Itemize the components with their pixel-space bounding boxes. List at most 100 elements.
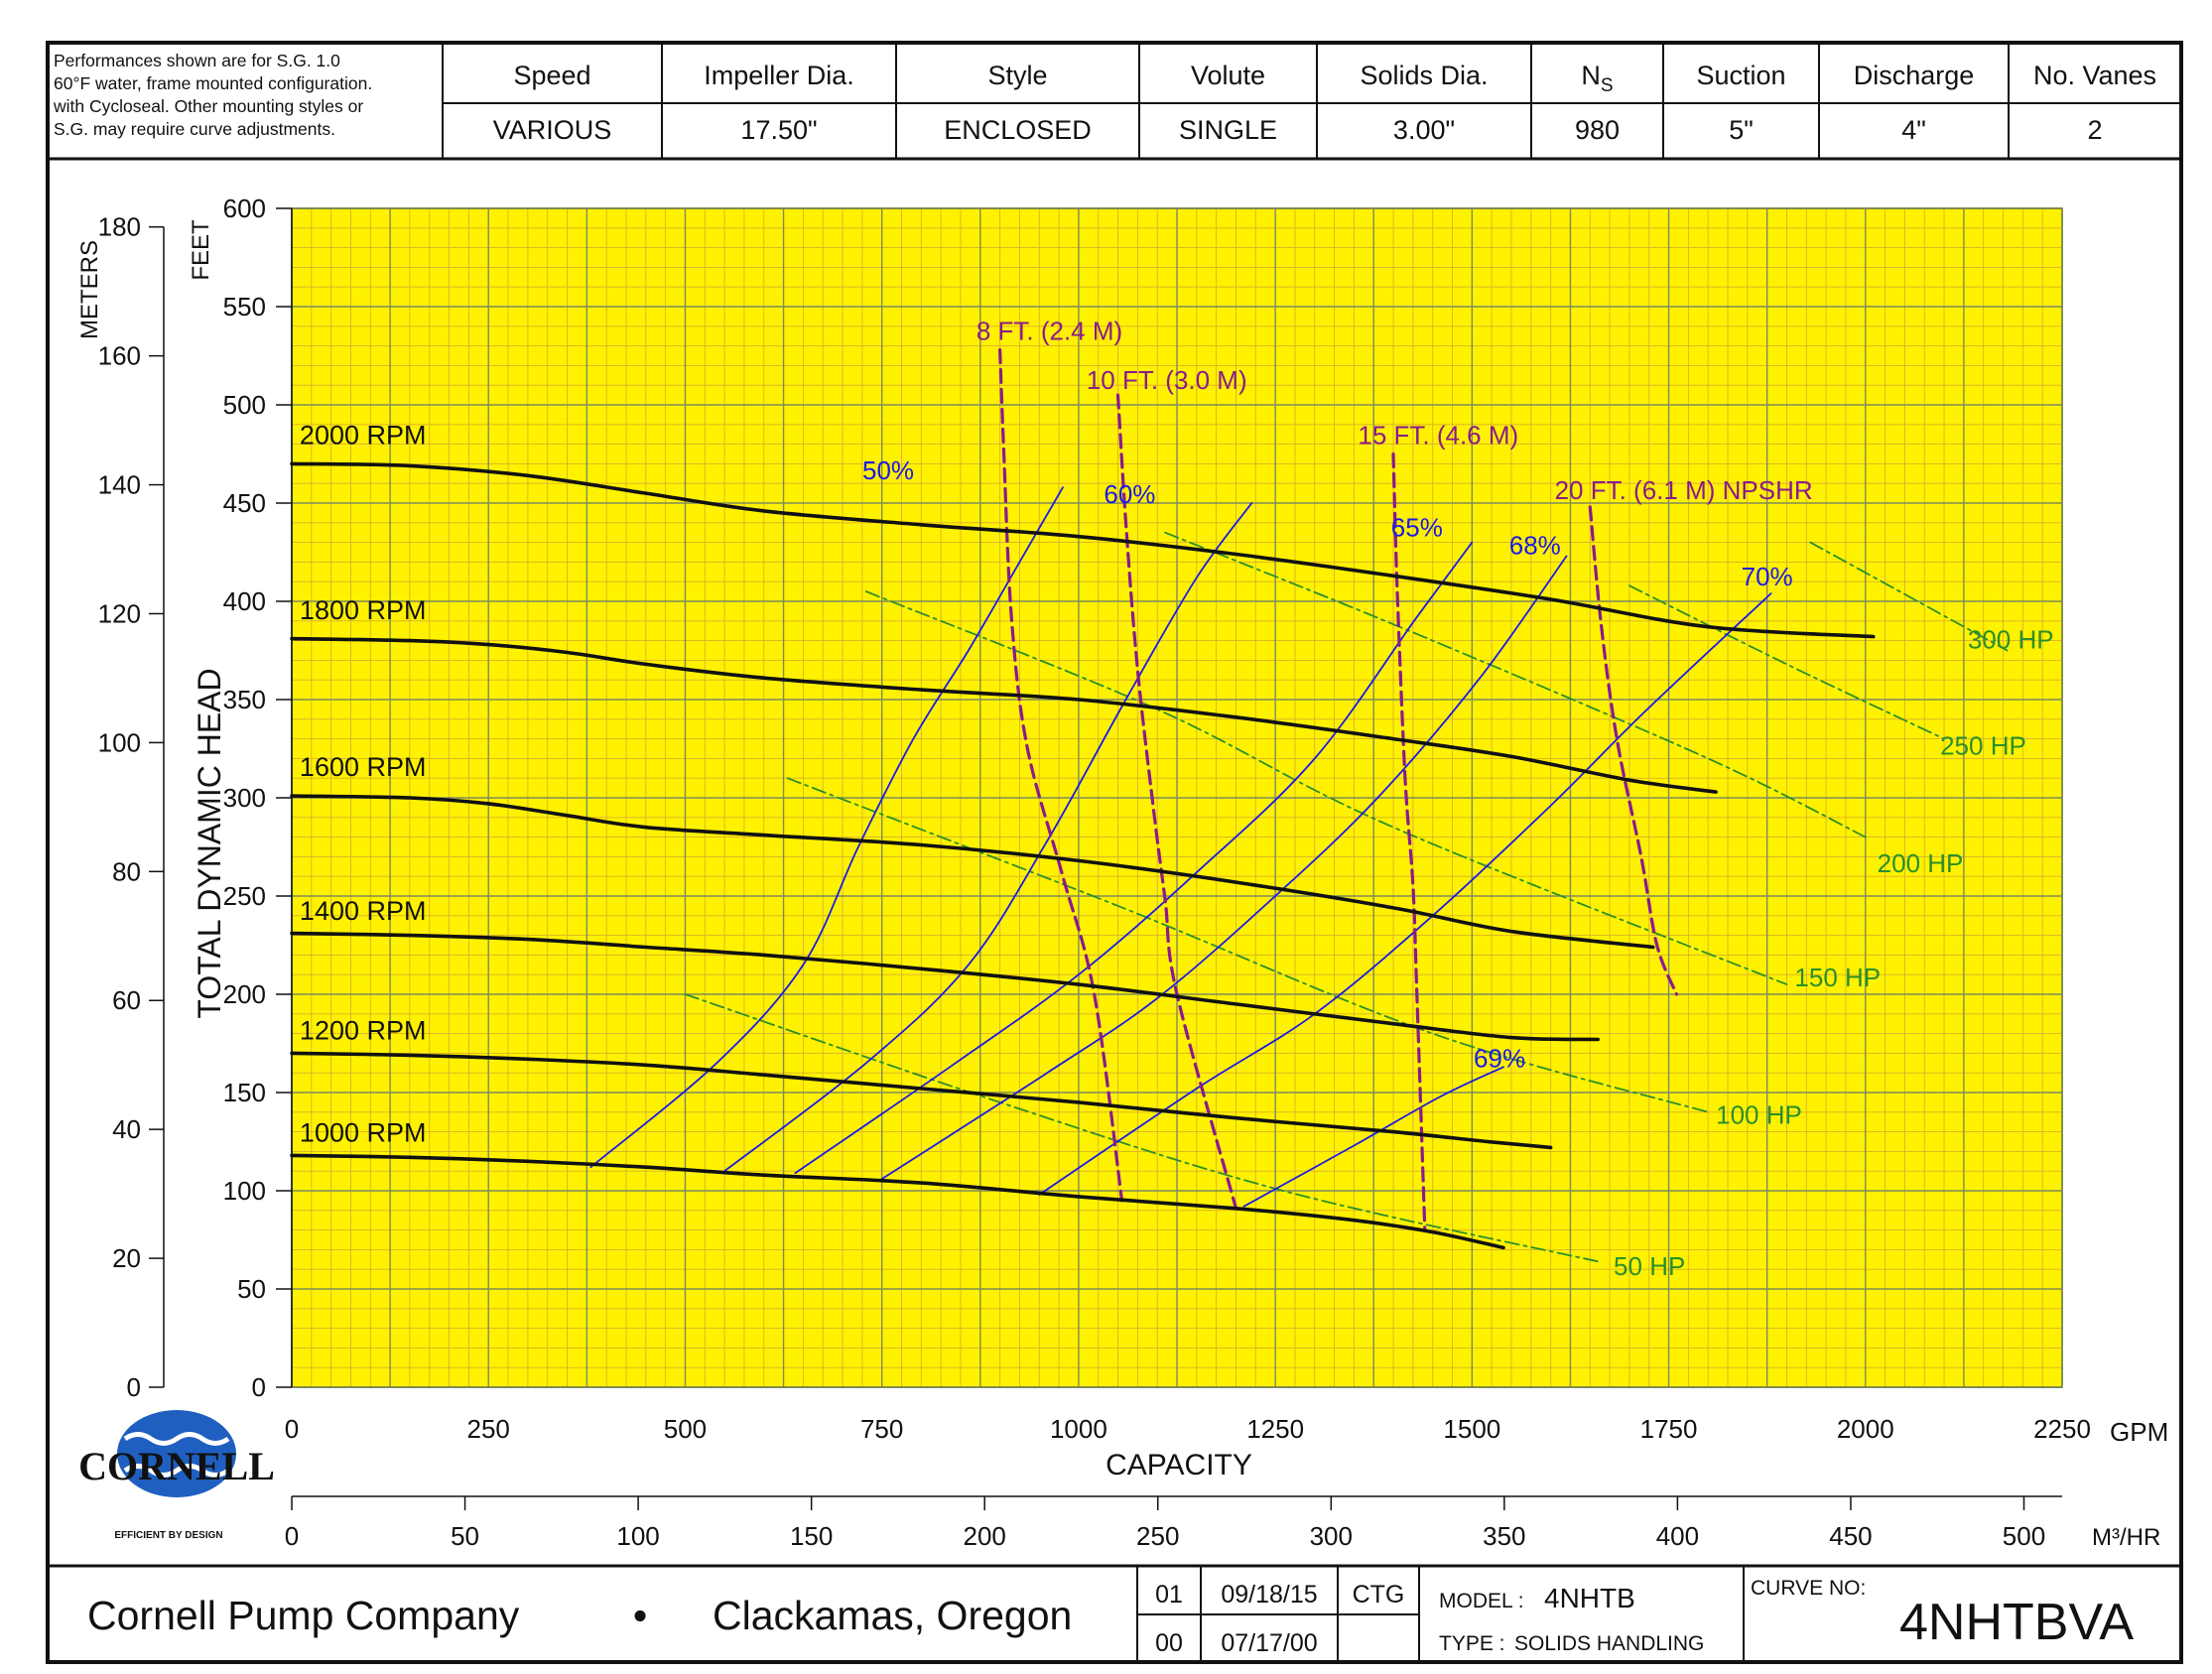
header-label: Impeller Dia. bbox=[704, 61, 854, 90]
x-m3hr-tick-label: 300 bbox=[1310, 1521, 1353, 1551]
sheet-border bbox=[46, 41, 2183, 1664]
power-curve bbox=[1164, 531, 1867, 838]
efficiency-curve bbox=[1242, 1066, 1504, 1208]
company-location: Clackamas, Oregon bbox=[713, 1593, 1072, 1638]
x-gpm-tick-label: 1250 bbox=[1246, 1414, 1304, 1444]
y-meters-tick-label: 100 bbox=[98, 727, 141, 757]
y-feet-tick-label: 500 bbox=[223, 390, 266, 420]
npshr-curve-label: 20 FT. (6.1 M) NPSHR bbox=[1555, 475, 1813, 505]
header-value: ENCLOSED bbox=[944, 115, 1092, 145]
power-curve bbox=[1628, 584, 1945, 740]
efficiency-curve-label: 65% bbox=[1391, 513, 1443, 543]
npshr-curve-label: 8 FT. (2.4 M) bbox=[976, 317, 1122, 346]
performance-note: Performances shown are for S.G. 1.0 60°F… bbox=[54, 50, 441, 141]
header-label: Suction bbox=[1696, 61, 1785, 90]
header-label: Solids Dia. bbox=[1360, 61, 1488, 90]
speed-curve-label: 1800 RPM bbox=[300, 595, 427, 625]
company-name: Cornell Pump Company bbox=[87, 1593, 520, 1638]
header-value: 2 bbox=[2087, 115, 2102, 145]
curve-number: 4NHTBVA bbox=[1899, 1594, 2134, 1651]
x-gpm-tick-label: 2000 bbox=[1837, 1414, 1894, 1444]
y-feet-tick-label: 100 bbox=[223, 1176, 266, 1206]
speed-curve-label: 2000 RPM bbox=[300, 421, 427, 451]
y-axis-meters: 0 20 40 60 80 100 120 140 160 180 bbox=[98, 212, 165, 1402]
power-curve-label: 100 HP bbox=[1716, 1100, 1802, 1130]
y-feet-tick-label: 150 bbox=[223, 1078, 266, 1107]
header-value: 4" bbox=[1901, 115, 1926, 145]
header-label: Volute bbox=[1191, 61, 1265, 90]
y-feet-tick-label: 50 bbox=[237, 1274, 266, 1304]
x-m3hr-tick-label: 450 bbox=[1829, 1521, 1872, 1551]
y-feet-tick-label: 600 bbox=[223, 193, 266, 223]
efficiency-curve bbox=[880, 555, 1568, 1180]
power-curve-label: 300 HP bbox=[1968, 625, 2054, 655]
efficiency-curve-label: 50% bbox=[862, 455, 914, 485]
speed-curves bbox=[290, 461, 1876, 1250]
header-value: 3.00" bbox=[1393, 115, 1455, 145]
y-feet-tick-label: 0 bbox=[252, 1372, 266, 1402]
speed-curve bbox=[290, 461, 1876, 639]
power-curve-label: 150 HP bbox=[1794, 963, 1881, 992]
power-curve bbox=[684, 993, 1600, 1263]
speed-curve bbox=[290, 794, 1655, 950]
efficiency-curve-label: 60% bbox=[1104, 479, 1155, 509]
y-meters-tick-label: 120 bbox=[98, 598, 141, 628]
y-feet-tick-label: 250 bbox=[223, 881, 266, 911]
x-gpm-tick-label: 250 bbox=[467, 1414, 510, 1444]
speed-curve bbox=[290, 636, 1718, 794]
x-gpm-tick-label: 1000 bbox=[1050, 1414, 1107, 1444]
header-cells: Speed VARIOUS Impeller Dia. 17.50" Style ENCL… bbox=[493, 61, 2156, 145]
efficiency-curve bbox=[589, 486, 1064, 1169]
npshr-curve bbox=[1391, 451, 1427, 1232]
power-curve bbox=[1809, 541, 2009, 652]
y-meters-tick-label: 60 bbox=[112, 985, 141, 1015]
cornell-logo: CORNELL EFFICIENT BY DESIGN bbox=[78, 1410, 275, 1541]
speed-curve bbox=[290, 931, 1600, 1042]
power-curve-label: 250 HP bbox=[1940, 730, 2026, 760]
npshr-curve bbox=[998, 348, 1124, 1203]
y-meters-tick-label: 40 bbox=[112, 1114, 141, 1144]
x-m3hr-tick-label: 200 bbox=[964, 1521, 1006, 1551]
plot-area: 2000 RPM 1800 RPM 1600 RPM 1400 RPM 1200 RPM… bbox=[290, 207, 2063, 1388]
performance-note-line: Performances shown are for S.G. 1.0 bbox=[54, 51, 340, 70]
y-feet-tick-label: 400 bbox=[223, 586, 266, 616]
model-value: 4NHTB bbox=[1544, 1583, 1635, 1613]
header-label-subscript: S bbox=[1601, 75, 1614, 96]
speed-curve-label: 1400 RPM bbox=[300, 896, 427, 926]
x-axis-title: CAPACITY bbox=[1106, 1449, 1252, 1481]
header-value: VARIOUS bbox=[493, 115, 612, 145]
power-curve bbox=[864, 590, 1788, 985]
npshr-curve-label: 15 FT. (4.6 M) bbox=[1358, 421, 1518, 451]
logo-wave-line bbox=[123, 1432, 230, 1446]
x-m3hr-tick-label: 50 bbox=[451, 1521, 479, 1551]
header-label: Discharge bbox=[1854, 61, 1975, 90]
x-gpm-tick-label: 500 bbox=[664, 1414, 707, 1444]
performance-note-line: 60°F water, frame mounted configuration. bbox=[54, 73, 373, 93]
x-m3hr-tick-label: 150 bbox=[790, 1521, 833, 1551]
speed-curve-label: 1000 RPM bbox=[300, 1118, 427, 1148]
revision-number: 00 bbox=[1155, 1629, 1183, 1657]
x-m3hr-tick-label: 500 bbox=[2003, 1521, 2045, 1551]
x-axis-m3hr: 0 50 100 150 200 250 300 350 400 450 500 M³/HR bbox=[285, 1495, 2160, 1551]
npshr-curve bbox=[1115, 393, 1238, 1211]
type-value: SOLIDS HANDLING bbox=[1514, 1632, 1704, 1655]
model-label: MODEL : bbox=[1439, 1590, 1524, 1612]
y-meters-tick-label: 80 bbox=[112, 856, 141, 886]
x-gpm-unit: GPM bbox=[2110, 1417, 2168, 1447]
y-meters-tick-label: 20 bbox=[112, 1243, 141, 1273]
y-meters-unit: METERS bbox=[76, 240, 103, 339]
efficiency-curve-label: 68% bbox=[1509, 530, 1561, 560]
header-value: 5" bbox=[1729, 115, 1754, 145]
header-value: 980 bbox=[1575, 115, 1620, 145]
x-gpm-tick-label: 2250 bbox=[2033, 1414, 2091, 1444]
speed-curve bbox=[290, 1051, 1553, 1150]
efficiency-curve-label: 70% bbox=[1742, 562, 1793, 591]
y-feet-tick-label: 300 bbox=[223, 783, 266, 813]
power-curve-label: 50 HP bbox=[1614, 1251, 1685, 1281]
header-label: NS bbox=[1581, 61, 1613, 96]
axis-titles: CAPACITY TOTAL DYNAMIC HEAD FEET METERS bbox=[76, 219, 1252, 1481]
y-meters-tick-label: 160 bbox=[98, 341, 141, 371]
x-gpm-tick-label: 1500 bbox=[1443, 1414, 1500, 1444]
x-gpm-tick-label: 0 bbox=[285, 1414, 299, 1444]
